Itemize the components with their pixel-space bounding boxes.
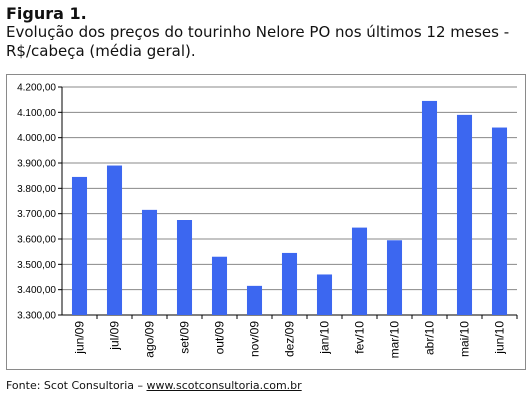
source-footer: Fonte: Scot Consultoria – www.scotconsul… — [6, 379, 302, 392]
bar — [71, 176, 88, 315]
x-tick-label: mai/10 — [458, 321, 472, 357]
figure-label: Figura 1. — [6, 4, 87, 23]
bar — [456, 114, 473, 315]
source-link[interactable]: www.scotconsultoria.com.br — [146, 379, 302, 392]
x-tick-label: jul/09 — [108, 321, 122, 351]
y-tick-label: 3.800,00 — [17, 184, 56, 195]
bar-chart: 3.300,00 3.400,00 3.500,00 3.600,00 3.700,00… — [17, 83, 518, 359]
bar — [386, 240, 403, 315]
chart-heading: Figura 1. Evolução dos preços do tourinh… — [6, 4, 526, 61]
x-tick-label: mar/10 — [388, 321, 402, 359]
bar — [421, 100, 438, 315]
x-tick-label: ago/09 — [143, 321, 157, 358]
bar — [281, 252, 298, 315]
y-tick-label: 4.200,00 — [17, 83, 56, 94]
bar — [351, 227, 368, 315]
y-tick-label: 3.900,00 — [17, 159, 56, 170]
x-tick-label: set/09 — [178, 321, 192, 354]
x-tick-label: out/09 — [213, 321, 227, 355]
x-tick-label: fev/10 — [353, 321, 367, 354]
y-tick-label: 3.300,00 — [17, 311, 56, 322]
y-tick-label: 4.100,00 — [17, 108, 56, 119]
bar — [106, 165, 123, 315]
x-tick-label: nov/09 — [248, 321, 262, 357]
figure-caption-line2: R$/cabeça (média geral). — [6, 42, 196, 60]
x-tick-label: jun/10 — [493, 321, 507, 355]
y-tick-label: 3.500,00 — [17, 260, 56, 271]
bar — [176, 220, 193, 315]
bar — [211, 256, 228, 315]
source-prefix: Fonte: Scot Consultoria – — [6, 379, 147, 392]
x-tick-label: dez/09 — [283, 321, 297, 357]
x-tick-label: jan/10 — [318, 321, 332, 355]
bar — [491, 127, 508, 316]
bar — [141, 209, 158, 315]
bar — [316, 274, 333, 315]
y-tick-label: 3.400,00 — [17, 285, 56, 296]
y-tick-label: 3.600,00 — [17, 235, 56, 246]
x-tick-label: abr/10 — [423, 321, 437, 355]
x-tick-label: jun/09 — [73, 321, 87, 355]
y-tick-label: 4.000,00 — [17, 133, 56, 144]
bar — [246, 285, 263, 315]
figure-caption-line1: Evolução dos preços do tourinho Nelore P… — [6, 23, 510, 41]
chart-frame: 3.300,00 3.400,00 3.500,00 3.600,00 3.700,00… — [6, 74, 526, 370]
y-tick-label: 3.700,00 — [17, 209, 56, 220]
